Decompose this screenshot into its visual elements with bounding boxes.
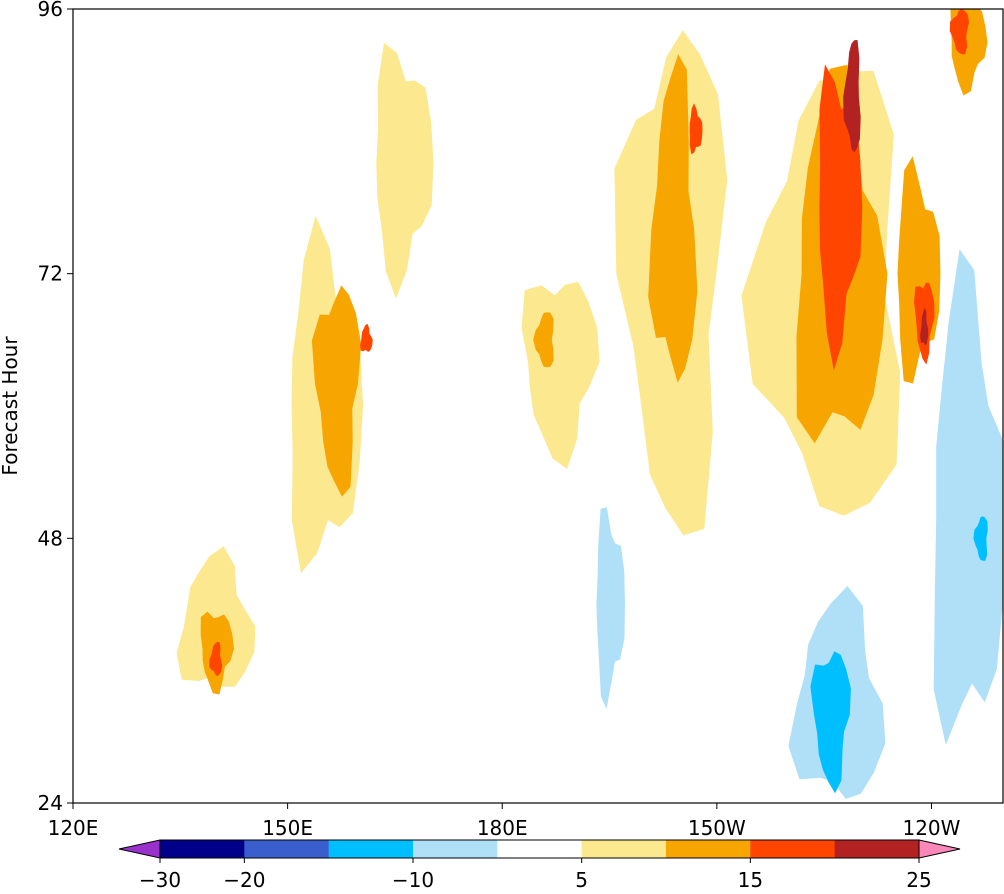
- contour-region: [533, 312, 554, 368]
- contour-region: [810, 651, 851, 794]
- contour-region: [596, 507, 625, 710]
- colorbar-tick-label: 5: [575, 868, 588, 892]
- x-tick-label: 150E: [262, 816, 313, 840]
- colorbar-segment: [328, 840, 414, 858]
- colorbar-segment: [244, 840, 330, 858]
- colorbar-tick-label: 15: [738, 868, 763, 892]
- contour-region: [689, 103, 703, 155]
- colorbar-tick-label: −30: [139, 868, 181, 892]
- y-axis-label: Forecast Hour: [0, 336, 22, 476]
- contour-region: [376, 42, 434, 299]
- contour-region: [209, 641, 223, 677]
- contour-region: [897, 156, 941, 384]
- contour-region: [933, 249, 1003, 745]
- contour-region: [311, 285, 362, 497]
- colorbar-tick-label: 25: [906, 868, 931, 892]
- contour-region: [843, 40, 861, 153]
- colorbar-segment: [497, 840, 583, 858]
- colorbar-segment: [413, 840, 498, 858]
- contour-region: [521, 281, 600, 469]
- x-tick-label: 180E: [477, 816, 528, 840]
- y-axis: 24 48 72 96: [38, 0, 73, 815]
- colorbar-tick-label: −20: [223, 868, 265, 892]
- x-axis: 120E 150E 180E 150W 120W: [48, 803, 961, 840]
- y-tick-label: 24: [38, 791, 63, 815]
- contour-region: [973, 516, 988, 561]
- colorbar: −30 −20 −10 5 15 25: [118, 839, 961, 892]
- colorbar-segment: [750, 840, 836, 858]
- plot-frame: [72, 8, 1004, 804]
- colorbar-extend-high: [918, 839, 961, 859]
- contour-region: [920, 307, 929, 346]
- colorbar-segment: [834, 840, 920, 858]
- contour-region: [176, 546, 256, 687]
- y-tick-label: 48: [38, 526, 63, 550]
- colorbar-tick-label: −10: [392, 868, 434, 892]
- contour-region: [360, 323, 373, 352]
- y-tick-label: 96: [38, 0, 63, 21]
- x-tick-label: 120E: [48, 816, 99, 840]
- plot-area: [176, 9, 1003, 799]
- colorbar-frame: [159, 839, 920, 859]
- colorbar-segment: [160, 840, 245, 858]
- x-tick-label: 120W: [902, 816, 960, 840]
- y-tick-label: 72: [38, 262, 63, 286]
- colorbar-extend-low: [118, 839, 161, 859]
- colorbar-segment: [666, 840, 751, 858]
- contour-region: [648, 54, 698, 383]
- colorbar-segment: [581, 840, 667, 858]
- contour-region: [949, 9, 969, 55]
- x-tick-label: 150W: [688, 816, 746, 840]
